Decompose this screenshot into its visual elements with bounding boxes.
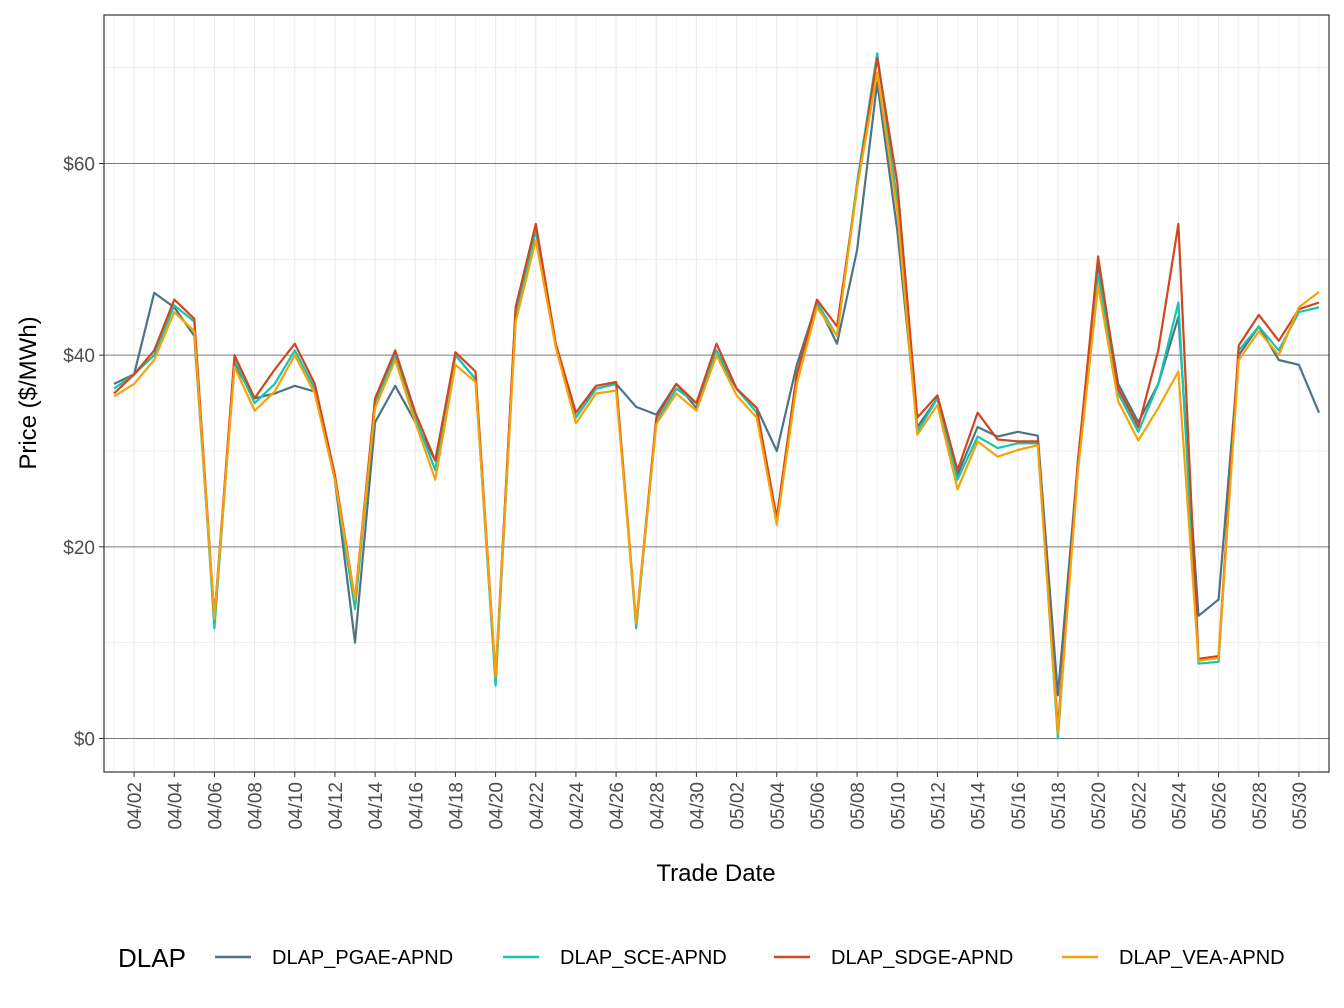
x-tick-label: 04/08 <box>246 782 267 830</box>
x-tick-label: 04/24 <box>567 782 588 830</box>
x-tick-label: 05/14 <box>969 782 990 830</box>
legend-label-DLAP_SDGE-APND: DLAP_SDGE-APND <box>831 947 1013 969</box>
x-tick-label: 04/26 <box>607 782 628 830</box>
y-tick-label: $40 <box>63 346 95 367</box>
x-tick-label: 04/30 <box>687 782 708 830</box>
y-axis: $0 $20 $40 $60 <box>63 155 104 750</box>
x-tick-label: 04/02 <box>125 782 146 830</box>
x-tick-label: 05/12 <box>928 782 949 830</box>
x-tick-label: 05/02 <box>728 782 749 830</box>
y-tick-label: $0 <box>74 729 95 750</box>
x-tick-label: 05/22 <box>1129 782 1150 830</box>
x-tick-label: 05/20 <box>1089 782 1110 830</box>
x-tick-label: 05/04 <box>768 782 789 830</box>
x-tick-label: 05/26 <box>1210 782 1231 830</box>
legend-title: DLAP <box>118 943 186 973</box>
x-axis-title: Trade Date <box>656 860 775 887</box>
series-lines <box>113 52 1321 740</box>
x-tick-label: 04/12 <box>326 782 347 830</box>
x-axis: 04/02 04/04 04/06 04/08 04/10 04/12 04/14 04/16… <box>125 772 1311 830</box>
x-tick-label: 04/20 <box>487 782 508 830</box>
series-line-DLAP_VEA-APND <box>113 71 1320 735</box>
plot-border <box>103 14 1330 773</box>
x-tick-label: 05/10 <box>888 782 909 830</box>
series-line-DLAP_SDGE-APND <box>113 57 1320 730</box>
x-tick-label: 05/08 <box>848 782 869 830</box>
legend: DLAP DLAP_PGAE-APND DLAP_SCE-APND DLAP_SDGE… <box>118 943 1285 973</box>
y-tick-label: $60 <box>63 155 95 176</box>
x-tick-label: 05/28 <box>1250 782 1271 830</box>
x-tick-label: 04/18 <box>446 782 467 830</box>
x-tick-label: 05/06 <box>808 782 829 830</box>
legend-label-DLAP_VEA-APND: DLAP_VEA-APND <box>1119 947 1285 969</box>
grid-lines <box>104 15 1329 772</box>
x-tick-label: 04/04 <box>165 782 186 830</box>
x-tick-label: 04/06 <box>205 782 226 830</box>
x-tick-label: 04/16 <box>406 782 427 830</box>
x-tick-label: 05/18 <box>1049 782 1070 830</box>
y-axis-title: Price ($/MWh) <box>15 316 42 469</box>
x-tick-label: 04/10 <box>286 782 307 830</box>
x-tick-label: 05/24 <box>1169 782 1190 830</box>
x-tick-label: 05/16 <box>1009 782 1030 830</box>
y-tick-label: $20 <box>63 538 95 559</box>
legend-label-DLAP_SCE-APND: DLAP_SCE-APND <box>560 947 727 969</box>
x-tick-label: 04/14 <box>366 782 387 830</box>
legend-label-DLAP_PGAE-APND: DLAP_PGAE-APND <box>272 947 453 969</box>
x-tick-label: 04/22 <box>527 782 548 830</box>
x-tick-label: 05/30 <box>1290 782 1311 830</box>
x-tick-label: 04/28 <box>647 782 668 830</box>
